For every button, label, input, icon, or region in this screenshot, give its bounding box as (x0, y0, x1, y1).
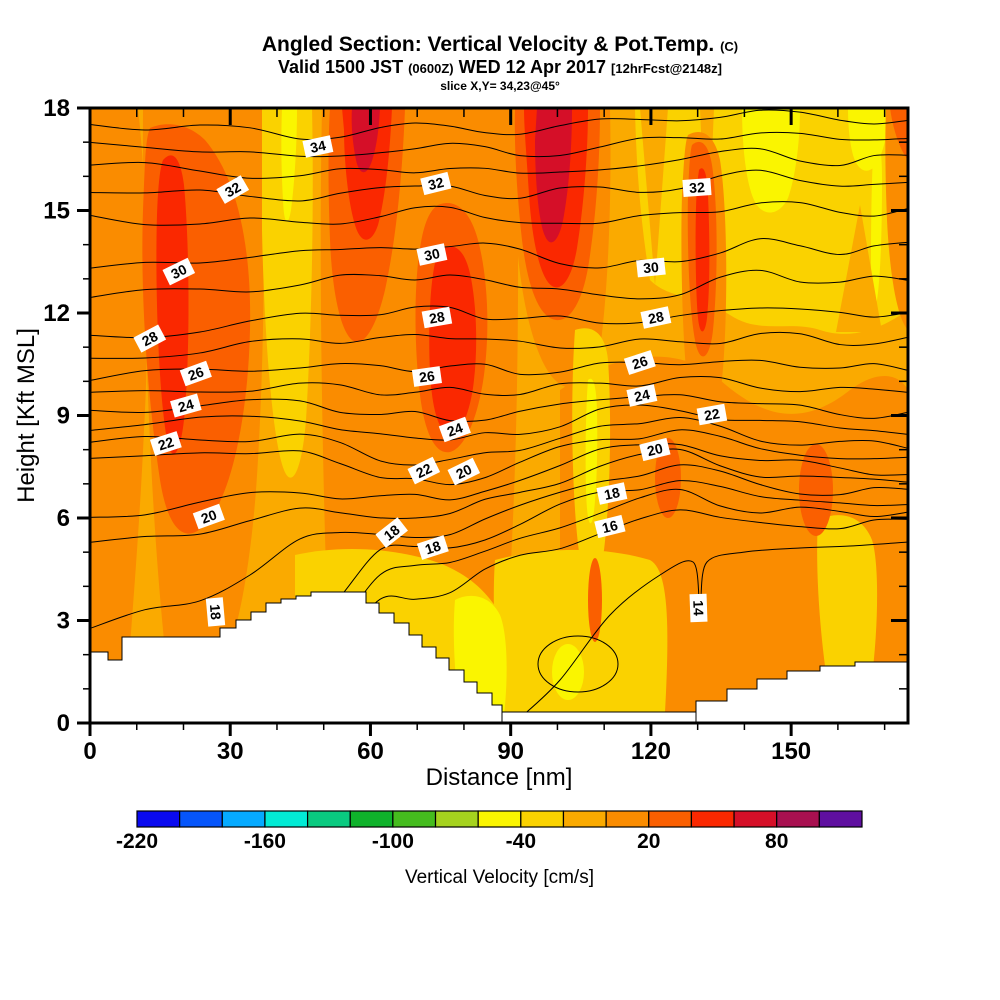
slice-info: slice X,Y= 34,23@45° (440, 79, 560, 93)
y-tick-label: 12 (43, 300, 70, 327)
svg-text:20: 20 (645, 440, 664, 459)
svg-text:30: 30 (168, 261, 189, 282)
contour-label: 30 (416, 243, 448, 266)
forecast-info: [12hrFcst@2148z] (611, 61, 722, 76)
svg-text:30: 30 (642, 259, 659, 277)
contour-label: 20 (447, 457, 481, 486)
x-axis-title: Distance [nm] (426, 764, 573, 791)
svg-text:34: 34 (309, 137, 328, 156)
contour-label: 16 (594, 514, 626, 539)
x-tick-label: 120 (631, 738, 671, 765)
contour-label: 20 (639, 437, 671, 462)
contour-label: 26 (179, 360, 212, 387)
contour-label: 24 (438, 416, 471, 443)
x-tick-label: 60 (357, 738, 384, 765)
svg-text:24: 24 (633, 386, 652, 405)
svg-text:30: 30 (423, 245, 442, 264)
svg-text:18: 18 (423, 537, 443, 557)
contour-label: 26 (623, 350, 656, 375)
x-tick-label: 30 (217, 738, 244, 765)
contour-label: 20 (192, 503, 225, 530)
contour-label: 18 (596, 482, 628, 505)
svg-text:24: 24 (176, 396, 196, 416)
contour-label: 32 (682, 178, 712, 197)
colorbar-caption: Vertical Velocity [cm/s] (405, 867, 594, 888)
y-tick-label: 6 (57, 505, 70, 532)
contour-label: 18 (416, 535, 449, 560)
contour-label: 26 (411, 366, 442, 387)
page-title: Angled Section: Vertical Velocity & Pot.… (0, 34, 1000, 58)
svg-text:22: 22 (413, 460, 434, 481)
subtitle: Valid 1500 JST (0600Z) WED 12 Apr 2017 [… (0, 58, 1000, 78)
contour-label: 14 (689, 593, 708, 623)
colorbar-tick-label: 20 (637, 830, 660, 853)
svg-text:22: 22 (703, 405, 721, 423)
contour-label: 32 (216, 175, 250, 204)
svg-text:26: 26 (630, 352, 650, 372)
svg-text:32: 32 (222, 179, 244, 201)
contour-label: 22 (696, 403, 728, 426)
y-tick-label: 0 (57, 710, 70, 737)
colorbar: -220 -160 -100 -40 20 80 Vertical Velocity [cm… (116, 810, 863, 888)
x-tick-label: 90 (497, 738, 524, 765)
contour-label: 22 (407, 456, 441, 485)
y-tick-label: 18 (43, 95, 70, 122)
contour-label: 30 (636, 257, 666, 278)
svg-text:26: 26 (186, 363, 206, 383)
svg-text:18: 18 (603, 484, 622, 503)
valid-date: WED 12 Apr 2017 (458, 57, 607, 77)
y-tick-label: 15 (43, 198, 70, 225)
colorbar-tick-label: -220 (116, 830, 158, 853)
contour-label: 28 (133, 324, 167, 353)
contour-label: 32 (420, 171, 452, 196)
x-tick-label: 0 (83, 738, 96, 765)
svg-text:18: 18 (207, 603, 224, 620)
svg-text:16: 16 (600, 517, 619, 536)
colorbar-tick-label: -100 (372, 830, 414, 853)
filled-contours (90, 108, 908, 723)
contour-label: 24 (170, 393, 202, 418)
contour-label: 18 (375, 517, 408, 548)
contour-label: 24 (626, 384, 658, 407)
title-text: Angled Section: Vertical Velocity & Pot.… (261, 33, 715, 56)
title-units: (C) (720, 39, 739, 54)
tick-labels: 0 30 60 90 120 150 0 3 6 9 12 15 18 (43, 95, 811, 765)
svg-text:24: 24 (445, 419, 465, 439)
contour-label: 28 (421, 306, 453, 329)
svg-text:20: 20 (453, 461, 474, 482)
temperature-contours (90, 109, 908, 723)
svg-text:22: 22 (156, 433, 176, 453)
axis-ticks (77, 106, 908, 736)
svg-text:28: 28 (139, 328, 160, 350)
contour-label: 28 (640, 306, 672, 329)
contour-label: 22 (149, 431, 182, 456)
svg-text:28: 28 (647, 308, 666, 327)
terrain-mask (90, 591, 908, 723)
zulu-time: (0600Z) (408, 61, 454, 76)
y-tick-label: 9 (57, 403, 70, 430)
svg-text:32: 32 (426, 174, 445, 193)
svg-text:26: 26 (418, 367, 436, 385)
colorbar-tick-label: 80 (765, 830, 788, 853)
colorbar-tick-label: -160 (244, 830, 286, 853)
contour-label: 18 (205, 597, 226, 627)
svg-text:28: 28 (428, 308, 446, 326)
x-tick-label: 150 (771, 738, 811, 765)
svg-text:14: 14 (690, 600, 707, 616)
contour-label: 34 (302, 135, 334, 158)
contour-label: 30 (162, 257, 196, 286)
title-block: Angled Section: Vertical Velocity & Pot.… (0, 34, 1000, 94)
colorbar-tick-label: -40 (506, 830, 536, 853)
y-axis-title: Height [Kft MSL] (13, 328, 40, 503)
svg-text:32: 32 (689, 179, 706, 196)
y-tick-label: 3 (57, 608, 70, 635)
valid-time: Valid 1500 JST (277, 57, 404, 77)
svg-text:20: 20 (199, 506, 219, 526)
